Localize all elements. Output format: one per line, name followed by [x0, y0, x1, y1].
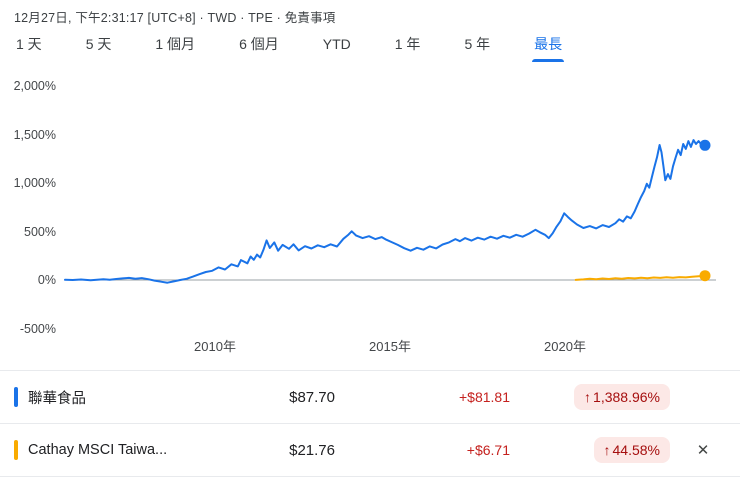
tab-label: 5 天 [85, 36, 112, 52]
series-color-bar [14, 387, 18, 407]
close-comparison-button[interactable]: ✕ [696, 442, 710, 459]
close-cell: ✕ [680, 436, 726, 464]
y-tick-label: 1,500% [13, 127, 56, 142]
tab-5d[interactable]: 5 天 [84, 28, 114, 62]
change-percent-value: 1,388.96% [593, 389, 660, 405]
arrow-up-icon: ↑ [603, 442, 611, 458]
time-range-tabs: 1 天 5 天 1 個月 6 個月 YTD 1 年 5 年 最長 [0, 28, 740, 62]
quote-row-2[interactable]: Cathay MSCI Taiwa... $21.76 +$6.71 ↑ 44.58% ✕ [0, 423, 740, 476]
y-tick-label: 2,000% [13, 79, 56, 93]
y-tick-label: 1,000% [13, 176, 56, 190]
series-color-bar [14, 440, 18, 460]
y-tick-label: 0% [37, 273, 56, 287]
tab-label: YTD [322, 36, 351, 52]
series-change-amount: +$81.81 [459, 389, 510, 405]
series-name: Cathay MSCI Taiwa... [28, 442, 168, 458]
tab-label: 5 年 [464, 36, 491, 52]
tab-max[interactable]: 最長 [532, 28, 565, 62]
tab-1m[interactable]: 1 個月 [153, 28, 197, 62]
series-line-1 [64, 139, 706, 284]
market-status-line: 12月27日, 下午2:31:17 [UTC+8] · TWD · TPE · … [14, 11, 336, 25]
quote-rows: 聯華食品 $87.70 +$81.81 ↑ 1,388.96% Cathay MSCI T… [0, 370, 740, 477]
tab-1y[interactable]: 1 年 [393, 28, 423, 62]
x-tick-label: 2015年 [369, 339, 411, 354]
tab-label: 1 年 [394, 36, 421, 52]
series-change-amount: +$6.71 [466, 442, 510, 458]
x-tick-label: 2020年 [544, 339, 586, 354]
series-endpoint-dot-2 [699, 270, 711, 282]
tab-6m[interactable]: 6 個月 [237, 28, 281, 62]
active-tab-underline [532, 59, 565, 62]
series-line-2 [574, 274, 706, 281]
price-chart[interactable]: 2,000% 1,500% 1,000% 500% 0% -500% 2010年 2015年… [0, 74, 740, 370]
quote-row-1[interactable]: 聯華食品 $87.70 +$81.81 ↑ 1,388.96% [0, 370, 740, 423]
y-axis: 2,000% 1,500% 1,000% 500% 0% -500% [0, 74, 56, 336]
series-name-cell: 聯華食品 [14, 387, 185, 408]
series-change-badge-cell: ↑ 44.58% [510, 437, 680, 463]
chart-svg[interactable] [0, 74, 740, 370]
change-percent-badge: ↑ 44.58% [593, 437, 670, 463]
tab-5y[interactable]: 5 年 [462, 28, 492, 62]
y-tick-label: -500% [19, 321, 56, 336]
series-endpoint-dot-1 [699, 139, 711, 151]
tab-label: 1 個月 [155, 36, 196, 52]
tab-ytd[interactable]: YTD [321, 28, 353, 62]
x-axis: 2010年 2015年 2020年 [0, 336, 740, 356]
x-tick-label: 2010年 [194, 339, 236, 354]
change-percent-badge: ↑ 1,388.96% [574, 384, 670, 410]
series-change-badge-cell: ↑ 1,388.96% [510, 384, 680, 410]
series-name: 聯華食品 [28, 390, 86, 407]
tab-1d[interactable]: 1 天 [14, 28, 44, 62]
series-price: $21.76 [289, 441, 335, 459]
y-tick-label: 500% [24, 224, 56, 239]
tab-label: 最長 [534, 36, 563, 52]
arrow-up-icon: ↑ [584, 389, 592, 405]
tab-label: 6 個月 [239, 36, 279, 52]
series-name-cell: Cathay MSCI Taiwa... [14, 440, 185, 460]
change-percent-value: 44.58% [612, 442, 660, 458]
tab-label: 1 天 [16, 36, 42, 52]
series-price: $87.70 [289, 388, 335, 406]
